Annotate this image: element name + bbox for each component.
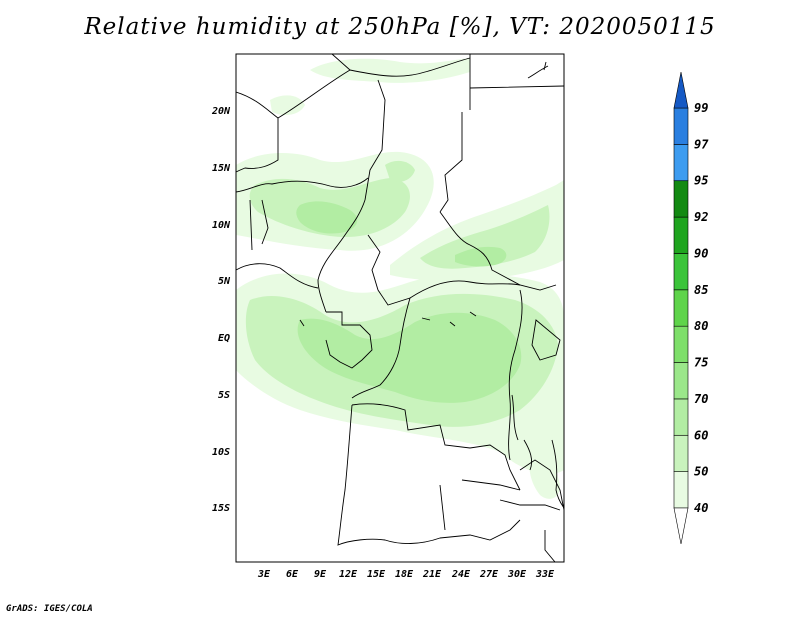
lon-tick-label: 24E — [451, 569, 471, 580]
colorbar-cell — [673, 216, 689, 254]
colorbar-level-label: 50 — [694, 465, 708, 479]
colorbar-cell — [673, 471, 689, 509]
colorbar-cell — [673, 325, 689, 363]
border-car — [367, 234, 557, 306]
rh-region-60-west — [296, 201, 358, 234]
colorbar-cell — [673, 107, 689, 145]
colorbar-level-label: 97 — [694, 137, 709, 151]
border-mozambique — [499, 499, 561, 562]
colorbar-cell — [673, 180, 689, 218]
border-zambia — [439, 459, 564, 531]
small-lakes — [299, 311, 477, 327]
lake-victoria — [531, 319, 561, 361]
lon-tick-label: 30E — [507, 569, 527, 580]
coast-gulf-of-guinea — [236, 263, 319, 289]
rh-region-40-sahara — [310, 58, 470, 83]
colorbar-cell — [673, 434, 689, 472]
lon-tick-label: 6E — [286, 569, 299, 580]
lon-tick-label: 21E — [422, 569, 442, 580]
colorbar-cell — [673, 289, 689, 327]
colorbar-level-label: 60 — [694, 428, 708, 442]
grads-credit: GrADS: IGES/COLA — [6, 604, 93, 614]
colorbar-level-label: 80 — [694, 319, 708, 333]
colorbar-level-label: 92 — [694, 210, 708, 224]
lake-tanganyika — [511, 394, 533, 471]
lon-tick-label: 12E — [339, 569, 358, 580]
border-nigeria-cameroon — [317, 199, 366, 313]
border-libya-egypt — [469, 54, 564, 110]
lon-tick-label: 3E — [257, 569, 271, 580]
border-sahel — [236, 177, 369, 193]
lake-malawi — [551, 439, 564, 509]
border-chad-sudan — [439, 112, 463, 213]
lat-tick-label: 5N — [218, 276, 231, 287]
rh-region-40-north-patch — [270, 95, 305, 116]
lat-tick-label: EQ — [218, 333, 230, 344]
border-niger-chad — [364, 79, 386, 201]
border-gabon — [325, 311, 373, 369]
lon-axis-labels: 3E 6E 9E 12E 15E 18E 21E 24E 27E 30E 33E — [257, 569, 555, 580]
rh-region-40-east-patch — [529, 458, 560, 499]
border-west-coast — [249, 199, 269, 251]
colorbar-cell — [673, 398, 689, 436]
lat-tick-label: 15N — [212, 163, 231, 174]
rh-region-60-core — [297, 312, 522, 403]
nile-delta — [527, 61, 549, 79]
country-borders — [236, 54, 564, 562]
colorbar: 40 50 60 70 75 80 85 90 92 95 97 99 — [673, 71, 709, 545]
colorbar-level-label: 85 — [694, 283, 708, 297]
lat-tick-label: 10N — [212, 220, 231, 231]
border-mali — [236, 118, 279, 173]
lon-tick-label: 27E — [479, 569, 499, 580]
lat-tick-label: 5S — [218, 390, 230, 401]
colorbar-level-label: 99 — [694, 101, 708, 115]
lat-tick-label: 10S — [212, 447, 230, 458]
colorbar-level-label: 40 — [694, 501, 708, 515]
border-east-rift — [508, 289, 523, 461]
border-algeria — [331, 54, 351, 71]
border-drc-angola — [351, 403, 521, 491]
lat-tick-label: 15S — [212, 503, 230, 514]
rh-region-60-north — [455, 246, 507, 267]
border-angola-south — [337, 404, 521, 546]
rh-region-50-patch — [385, 160, 415, 182]
colorbar-level-label: 95 — [694, 174, 708, 188]
border-congo — [351, 297, 411, 399]
border-south-sudan — [439, 211, 521, 286]
colorbar-bottom-arrow — [673, 507, 689, 545]
lat-tick-label: 20N — [211, 106, 231, 117]
colorbar-cell — [673, 144, 689, 182]
colorbar-top-arrow — [673, 71, 689, 109]
lon-tick-label: 15E — [367, 569, 386, 580]
map-frame — [235, 53, 565, 563]
humidity-contour-fill — [236, 58, 564, 499]
lon-tick-label: 9E — [314, 569, 327, 580]
colorbar-cell — [673, 253, 689, 291]
colorbar-cell — [673, 362, 689, 400]
colorbar-level-label: 90 — [694, 246, 708, 260]
lon-tick-label: 33E — [535, 569, 555, 580]
lon-tick-label: 18E — [395, 569, 414, 580]
colorbar-level-label: 75 — [694, 356, 708, 370]
colorbar-level-label: 70 — [694, 392, 708, 406]
rh-region-50-northeast — [420, 205, 550, 269]
map-title: Relative humidity at 250hPa [%], VT: 202… — [84, 14, 716, 40]
lat-axis-labels: 20N 15N 10N 5N EQ 5S 10S 15S — [211, 106, 231, 514]
